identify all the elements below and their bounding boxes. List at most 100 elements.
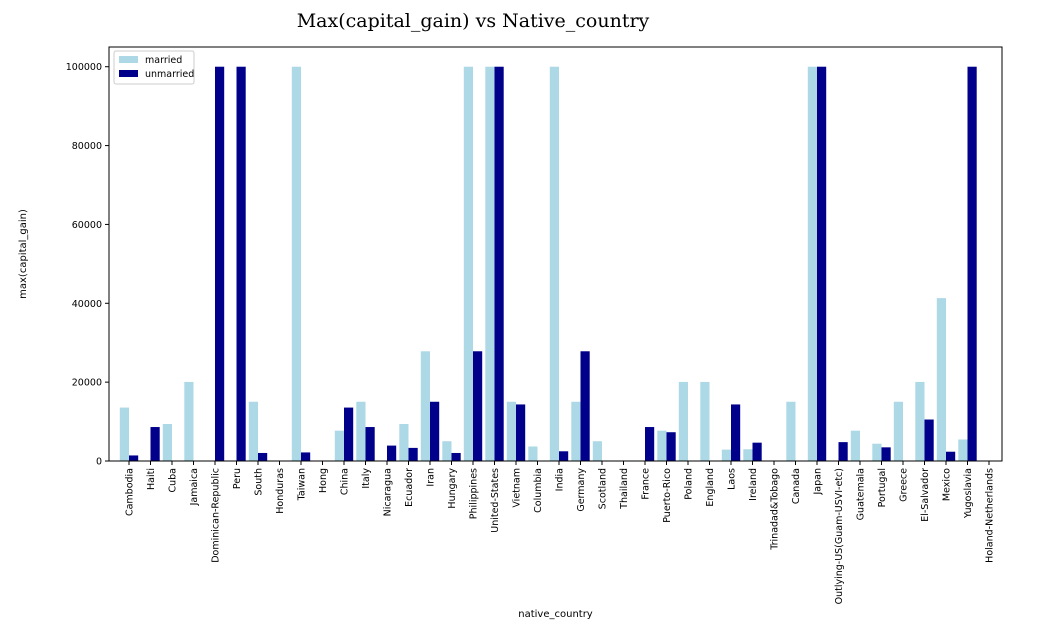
legend-label-unmarried: unmarried bbox=[145, 69, 194, 80]
x-tick-label: Honduras bbox=[275, 468, 286, 514]
x-tick-label: Trinadad&Tobago bbox=[770, 468, 781, 551]
bar-married-guatemala bbox=[850, 430, 860, 461]
x-tick-label: Hungary bbox=[447, 468, 458, 509]
y-tick-label: 80000 bbox=[72, 141, 102, 152]
bar-unmarried-france bbox=[645, 427, 655, 461]
x-tick-label: Puerto-Rico bbox=[662, 468, 673, 523]
x-tick-label: Cambodia bbox=[125, 468, 136, 516]
x-tick-label: England bbox=[705, 468, 716, 507]
x-tick-label: Thailand bbox=[619, 468, 630, 510]
bar-married-scotland bbox=[592, 441, 602, 461]
bar-unmarried-united-states bbox=[494, 66, 504, 461]
bar-unmarried-dominican-republic bbox=[215, 66, 225, 461]
bar-married-yugoslavia bbox=[958, 439, 968, 461]
x-tick-label: Cuba bbox=[168, 468, 179, 493]
chart-title: Max(capital_gain) vs Native_country bbox=[296, 10, 650, 32]
bar-unmarried-philippines bbox=[473, 351, 483, 461]
bars-group bbox=[119, 66, 977, 461]
x-tick-label: Portugal bbox=[877, 468, 888, 507]
bar-married-jamaica bbox=[184, 381, 194, 461]
bar-unmarried-italy bbox=[365, 427, 375, 461]
x-tick-label: Scotland bbox=[598, 468, 609, 509]
bar-unmarried-japan bbox=[817, 66, 827, 461]
x-tick-label: Mexico bbox=[942, 468, 953, 501]
x-tick-label: Laos bbox=[727, 468, 738, 490]
bar-married-china bbox=[334, 430, 344, 461]
x-tick-label: Canada bbox=[791, 468, 802, 504]
bar-unmarried-cambodia bbox=[129, 455, 139, 461]
bar-married-canada bbox=[786, 401, 796, 461]
bar-married-united-states bbox=[485, 66, 495, 461]
x-tick-label: France bbox=[641, 468, 652, 500]
x-tick-label: Guatemala bbox=[856, 468, 867, 520]
bar-unmarried-india bbox=[559, 451, 569, 461]
bar-married-hungary bbox=[442, 441, 452, 461]
bar-married-el-salvador bbox=[915, 381, 925, 461]
bar-married-india bbox=[549, 66, 559, 461]
x-tick-label: Yugoslavia bbox=[963, 468, 974, 519]
x-tick-label: El-Salvador bbox=[920, 468, 931, 522]
bar-married-ecuador bbox=[399, 423, 409, 461]
bar-married-columbia bbox=[528, 446, 538, 461]
x-tick-label: Nicaragua bbox=[383, 468, 394, 516]
bar-unmarried-el-salvador bbox=[924, 419, 934, 461]
bar-unmarried-hungary bbox=[451, 452, 461, 461]
x-tick-label: India bbox=[555, 468, 566, 491]
bar-married-cuba bbox=[162, 423, 172, 461]
bar-unmarried-iran bbox=[430, 401, 440, 461]
bar-unmarried-laos bbox=[731, 404, 741, 461]
x-tick-label: United-States bbox=[490, 468, 501, 533]
x-tick-label: Jamaica bbox=[189, 468, 200, 506]
bar-unmarried-taiwan bbox=[301, 452, 311, 461]
x-tick-label: Ecuador bbox=[404, 468, 415, 507]
y-tick-label: 20000 bbox=[72, 378, 102, 389]
x-tick-label: Columbia bbox=[533, 468, 544, 513]
x-tick-label: Taiwan bbox=[297, 468, 308, 501]
x-tick-label: Philippines bbox=[469, 468, 480, 519]
x-tick-label: Japan bbox=[813, 468, 824, 496]
y-tick-label: 100000 bbox=[66, 62, 102, 73]
bar-unmarried-nicaragua bbox=[387, 445, 397, 461]
y-tick-label: 40000 bbox=[72, 299, 102, 310]
legend-swatch-unmarried bbox=[119, 70, 138, 77]
x-tick-label: Poland bbox=[684, 468, 695, 500]
bar-married-taiwan bbox=[291, 66, 301, 461]
x-tick-label: Vietnam bbox=[512, 468, 523, 508]
bar-unmarried-south bbox=[258, 452, 268, 461]
bar-married-puerto-rico bbox=[657, 430, 667, 461]
bar-unmarried-germany bbox=[580, 351, 590, 461]
y-axis: 0 20000 40000 60000 80000 100000 bbox=[66, 62, 109, 468]
bar-unmarried-yugoslavia bbox=[967, 66, 977, 461]
x-axis: Cambodia Haiti Cuba Jamaica Dominican-Republ… bbox=[125, 461, 996, 604]
bar-married-england bbox=[700, 381, 710, 461]
bar-married-laos bbox=[721, 449, 731, 461]
x-tick-label: Holand-Netherlands bbox=[985, 468, 996, 563]
x-tick-label: Outlying-US(Guam-USVI-etc) bbox=[834, 468, 845, 604]
bar-married-greece bbox=[893, 401, 903, 461]
bar-married-cambodia bbox=[119, 407, 129, 461]
bar-unmarried-haiti bbox=[150, 427, 160, 461]
bar-unmarried-china bbox=[344, 407, 354, 461]
legend-swatch-married bbox=[119, 56, 138, 63]
bar-married-philippines bbox=[463, 66, 473, 461]
bar-unmarried-ireland bbox=[752, 442, 762, 461]
bar-married-vietnam bbox=[506, 401, 516, 461]
bar-married-ireland bbox=[743, 449, 753, 461]
x-tick-label: Peru bbox=[232, 468, 243, 489]
x-tick-label: Hong bbox=[318, 468, 329, 493]
x-tick-label: Iran bbox=[426, 468, 437, 487]
bar-married-italy bbox=[356, 401, 366, 461]
legend-label-married: married bbox=[145, 55, 182, 66]
x-tick-label: Haiti bbox=[146, 468, 157, 490]
bar-unmarried-vietnam bbox=[516, 404, 526, 461]
bar-unmarried-mexico bbox=[946, 451, 956, 461]
bar-married-poland bbox=[678, 381, 688, 461]
bar-unmarried-portugal bbox=[881, 447, 891, 461]
bar-married-portugal bbox=[872, 443, 882, 461]
x-tick-label: China bbox=[340, 468, 351, 495]
bar-married-mexico bbox=[936, 298, 946, 461]
bar-unmarried-peru bbox=[236, 66, 246, 461]
x-axis-label: native_country bbox=[518, 609, 593, 620]
bar-married-japan bbox=[807, 66, 817, 461]
plot-frame bbox=[108, 46, 1003, 462]
